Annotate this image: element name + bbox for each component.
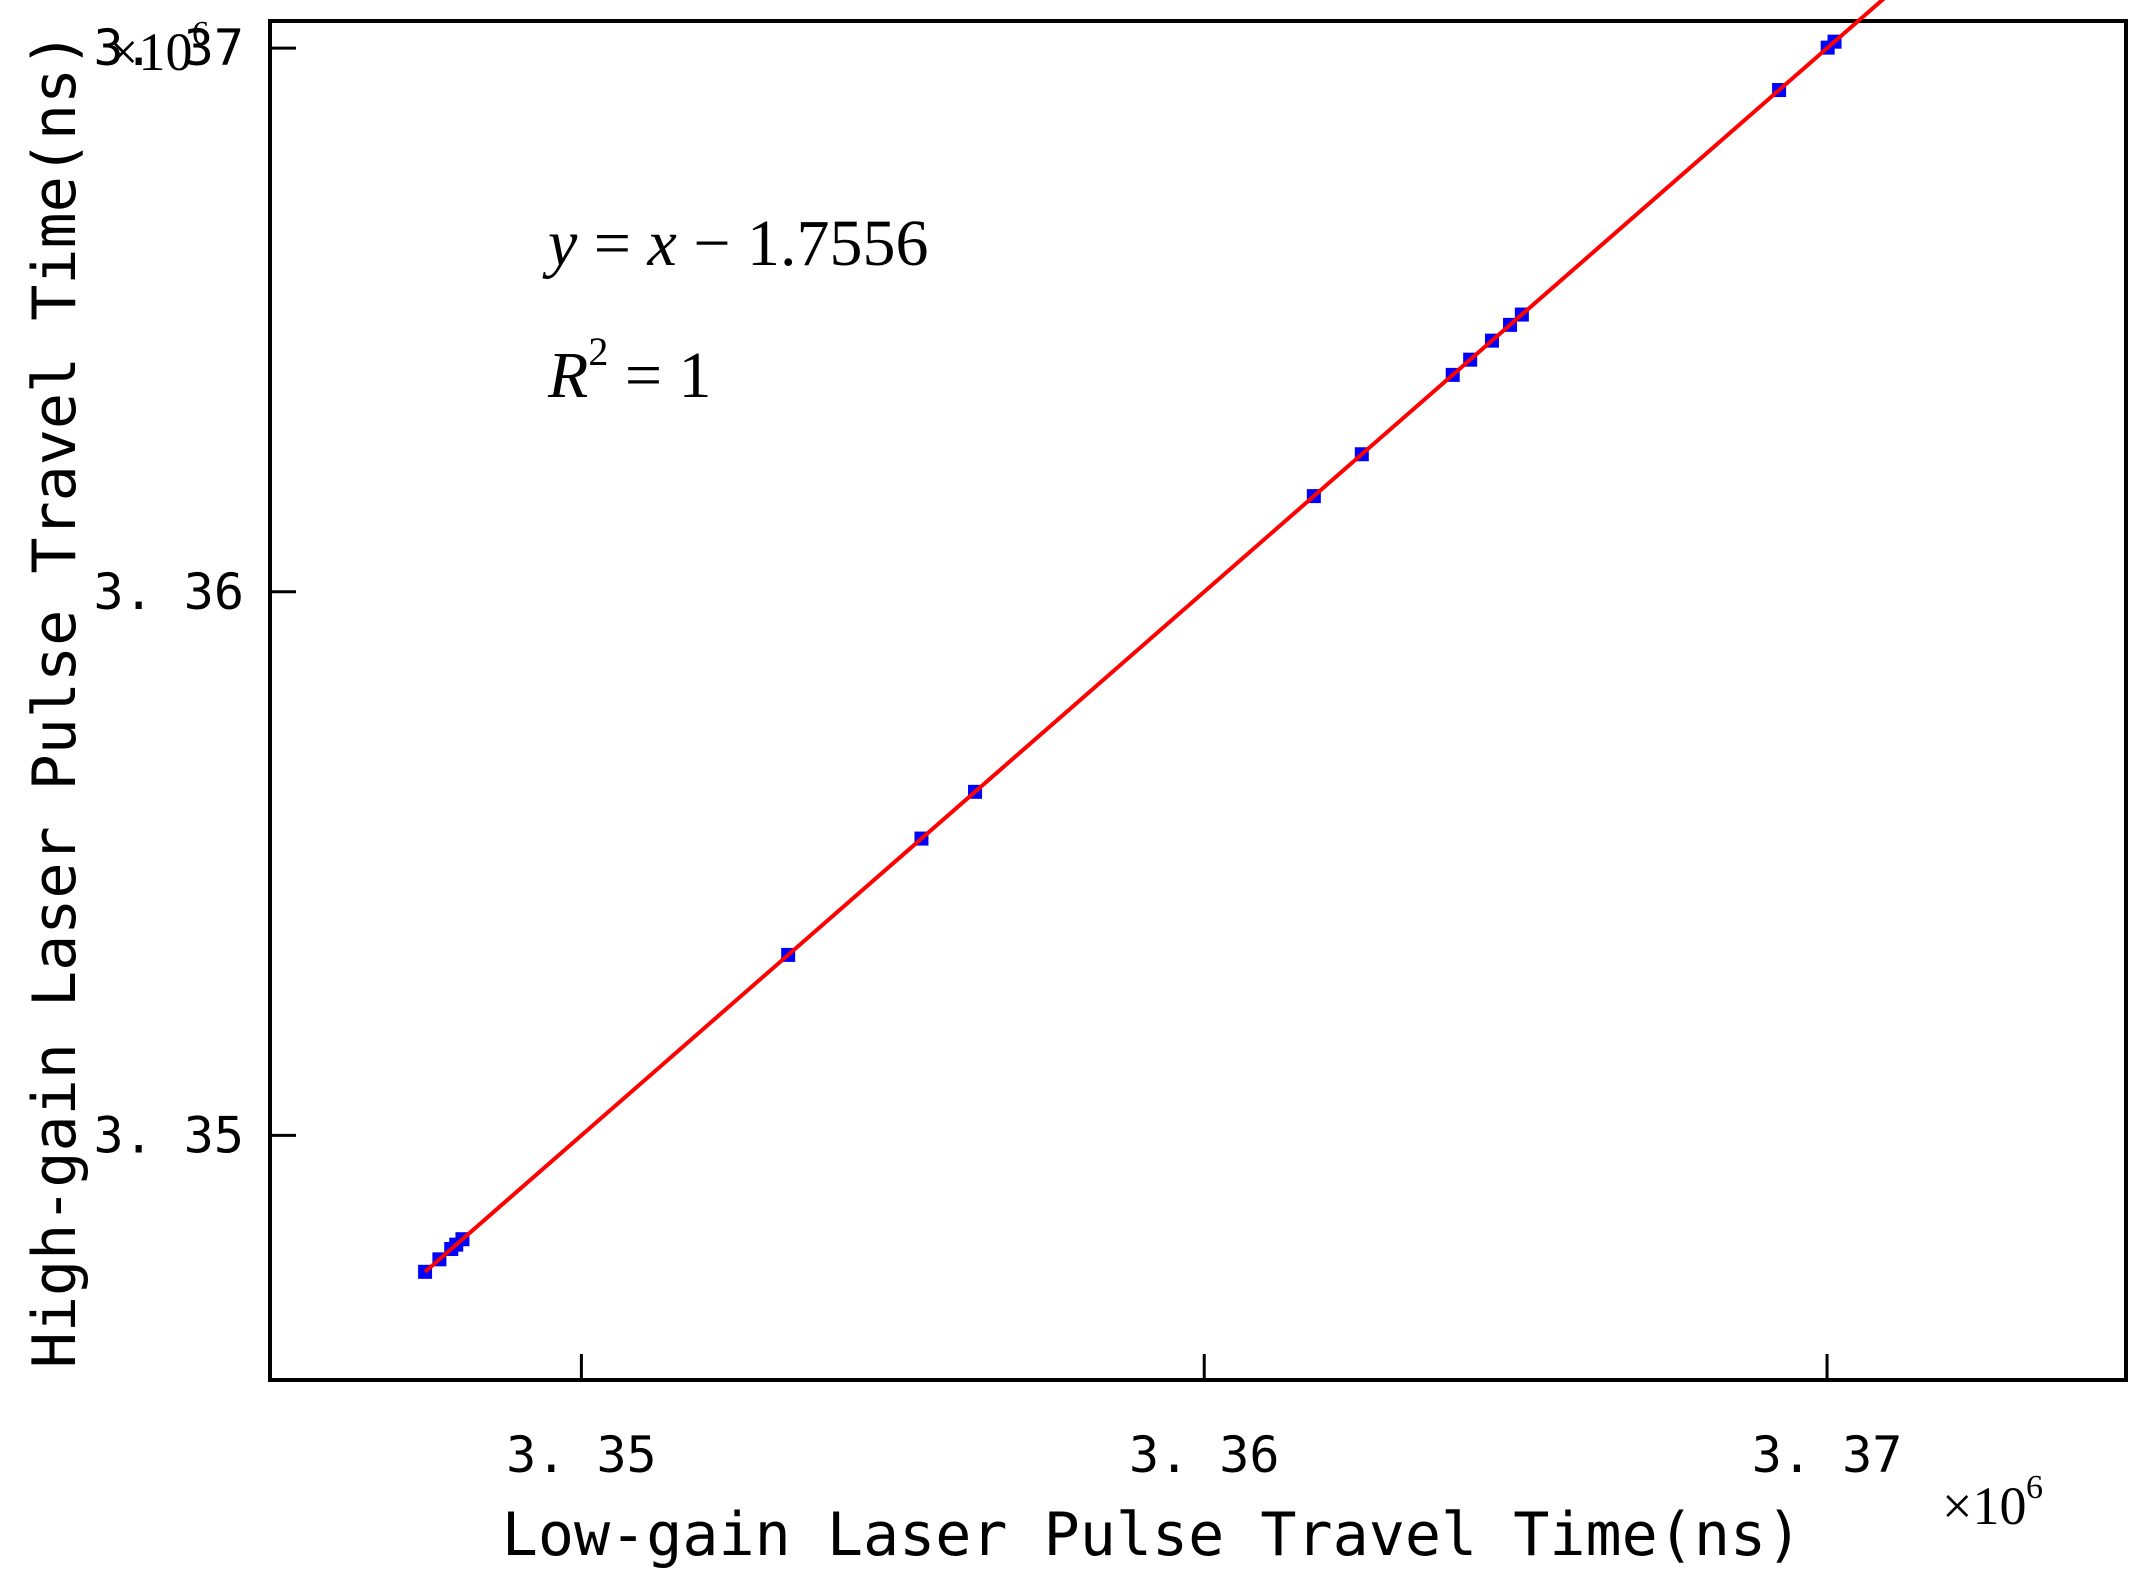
equation-rest: − 1.7556 bbox=[677, 207, 929, 280]
fit-line-layer bbox=[423, 0, 1886, 1274]
y-tick-label: 3. 37 bbox=[93, 19, 244, 77]
fit-line bbox=[423, 0, 1886, 1274]
r-squared-sup: 2 bbox=[588, 329, 608, 374]
equation-x: x bbox=[647, 207, 677, 280]
y-multiplier-exponent: 6 bbox=[192, 15, 209, 52]
x-axis-label: Low-gain Laser Pulse Travel Time(ns) bbox=[502, 1500, 1802, 1570]
y-tick-label: 3. 36 bbox=[93, 563, 244, 621]
plot-frame bbox=[268, 19, 2128, 1382]
x-axis-multiplier: ×10 6 bbox=[1942, 1469, 2043, 1536]
y-axis-ticks: 3. 35 3. 36 3. 37 bbox=[93, 19, 296, 1164]
y-multiplier-base: ×10 bbox=[108, 22, 192, 82]
x-multiplier-base: ×10 bbox=[1942, 1476, 2026, 1536]
y-axis-label: High-gain Laser Pulse Travel Time(ns) bbox=[20, 32, 90, 1369]
y-axis-multiplier: ×10 6 bbox=[108, 15, 209, 82]
r-squared-r: R bbox=[547, 339, 588, 412]
equation-y: y bbox=[542, 207, 578, 280]
regression-equation: y = x − 1.7556 bbox=[542, 207, 929, 280]
y-tick-label: 3. 35 bbox=[93, 1106, 244, 1164]
equation-equals: = bbox=[577, 207, 647, 280]
x-tick-label: 3. 35 bbox=[506, 1426, 657, 1484]
data-points bbox=[418, 34, 1842, 1279]
r-squared-rest: = 1 bbox=[608, 339, 711, 412]
x-tick-label: 3. 37 bbox=[1752, 1426, 1903, 1484]
r-squared: R2 = 1 bbox=[547, 329, 712, 412]
x-tick-label: 3. 36 bbox=[1129, 1426, 1280, 1484]
x-multiplier-exponent: 6 bbox=[2026, 1469, 2043, 1506]
x-axis-ticks: 3. 35 3. 36 3. 37 bbox=[506, 1354, 1902, 1484]
